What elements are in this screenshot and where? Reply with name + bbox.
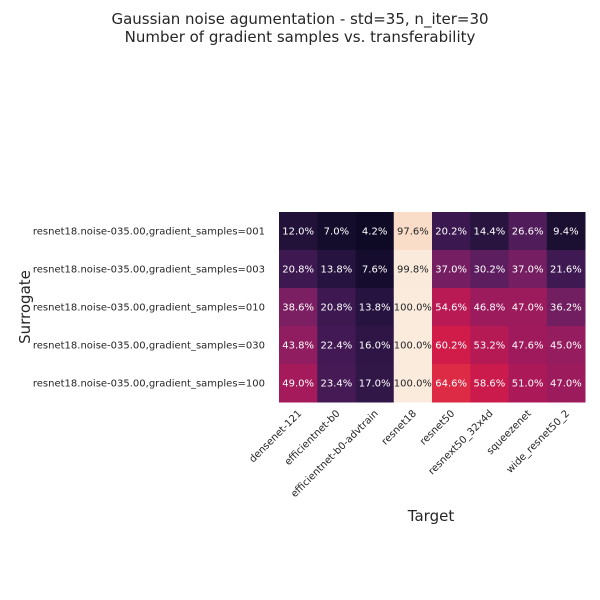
heatmap-cell [317, 364, 356, 403]
cell-value-label: 7.0% [324, 227, 349, 238]
cell-value-label: 20.2% [435, 227, 467, 238]
heatmap-cell [279, 326, 318, 365]
x-tick-labels: densenet-121efficientnet-b0efficientnet-… [247, 408, 572, 500]
cell-value-label: 23.4% [320, 379, 352, 390]
heatmap-cell [470, 288, 509, 327]
y-tick-labels: resnet18.noise-035.00,gradient_samples=0… [33, 227, 265, 390]
cell-value-label: 99.8% [397, 265, 429, 276]
cell-value-label: 20.8% [282, 265, 314, 276]
cell-value-label: 4.2% [362, 227, 387, 238]
heatmap-cell [317, 288, 356, 327]
cell-value-label: 100.0% [394, 379, 432, 390]
cell-value-label: 37.0% [512, 265, 544, 276]
heatmap-cell [393, 250, 433, 289]
heatmap-cell [432, 212, 471, 251]
heatmap-cell [317, 326, 356, 365]
cell-value-label: 14.4% [473, 227, 505, 238]
heatmap-cell [279, 288, 318, 327]
heatmap-cell [508, 250, 548, 289]
y-tick-label: resnet18.noise-035.00,gradient_samples=0… [33, 227, 265, 238]
heatmap-cell [355, 326, 395, 365]
heatmap-cell [470, 364, 509, 403]
cell-value-label: 46.8% [473, 303, 505, 314]
heatmap-cell-labels: 12.0% 7.0% 4.2% 97.6% 20.2% 14.4% 26.6% 9.4% 20.… [282, 227, 582, 390]
cell-value-label: 54.6% [435, 303, 467, 314]
heatmap-cell [470, 212, 509, 251]
cell-value-label: 16.0% [359, 341, 391, 352]
cell-value-label: 43.8% [282, 341, 314, 352]
heatmap-cell [470, 250, 509, 289]
heatmap-cell [355, 250, 395, 289]
y-tick-label: resnet18.noise-035.00,gradient_samples=0… [33, 303, 265, 314]
heatmap-cell [508, 364, 548, 403]
x-tick-label: resnet50 [418, 408, 457, 447]
chart-subtitle: Number of gradient samples vs. transfera… [125, 28, 476, 46]
cell-value-label: 20.8% [320, 303, 352, 314]
heatmap-cell [279, 364, 318, 403]
cell-value-label: 97.6% [397, 227, 429, 238]
heatmap-cell [432, 364, 471, 403]
cell-value-label: 26.6% [512, 227, 544, 238]
x-tick-label: resnext50_32x4d [427, 408, 496, 477]
cell-value-label: 100.0% [394, 303, 432, 314]
heatmap-cell [546, 250, 586, 289]
heatmap-cell [508, 212, 548, 251]
heatmap-cell [508, 288, 548, 327]
x-axis-label: Target [407, 507, 455, 525]
y-tick-label: resnet18.noise-035.00,gradient_samples=1… [33, 379, 265, 390]
heatmap-cell [279, 212, 318, 251]
cell-value-label: 9.4% [553, 227, 578, 238]
cell-value-label: 100.0% [394, 341, 432, 352]
cell-value-label: 49.0% [282, 379, 314, 390]
heatmap-cell [546, 288, 586, 327]
y-tick-label: resnet18.noise-035.00,gradient_samples=0… [33, 341, 265, 352]
x-tick-label: resnet18 [380, 408, 419, 447]
cell-value-label: 53.2% [473, 341, 505, 352]
heatmap-cell [432, 288, 471, 327]
heatmap-cell [508, 326, 548, 365]
heatmap-cell [546, 364, 586, 403]
heatmap-cell [279, 250, 318, 289]
heatmap-cell [546, 212, 586, 251]
heatmap-cell [355, 364, 395, 403]
cell-value-label: 37.0% [435, 265, 467, 276]
cell-value-label: 13.8% [320, 265, 352, 276]
cell-value-label: 47.0% [512, 303, 544, 314]
cell-value-label: 64.6% [435, 379, 467, 390]
heatmap-cell [546, 326, 586, 365]
cell-value-label: 47.0% [550, 379, 582, 390]
cell-value-label: 47.6% [512, 341, 544, 352]
cell-value-label: 38.6% [282, 303, 314, 314]
heatmap-cell [393, 212, 433, 251]
cell-value-label: 60.2% [435, 341, 467, 352]
cell-value-label: 13.8% [359, 303, 391, 314]
cell-value-label: 45.0% [550, 341, 582, 352]
heatmap-cells [279, 212, 586, 403]
heatmap-cell [470, 326, 509, 365]
heatmap-cell [317, 212, 356, 251]
heatmap-cell [432, 326, 471, 365]
cell-value-label: 17.0% [359, 379, 391, 390]
cell-value-label: 21.6% [550, 265, 582, 276]
cell-value-label: 7.6% [362, 265, 387, 276]
cell-value-label: 30.2% [473, 265, 505, 276]
heatmap-cell [355, 288, 395, 327]
y-axis-label: Surrogate [16, 270, 34, 344]
heatmap-cell [355, 212, 395, 251]
chart-title: Gaussian noise agumentation - std=35, n_… [111, 10, 488, 29]
cell-value-label: 51.0% [512, 379, 544, 390]
cell-value-label: 58.6% [473, 379, 505, 390]
y-tick-label: resnet18.noise-035.00,gradient_samples=0… [33, 265, 265, 276]
heatmap-cell [432, 250, 471, 289]
heatmap-cell [393, 288, 433, 327]
heatmap-cell [393, 326, 433, 365]
cell-value-label: 12.0% [282, 227, 314, 238]
cell-value-label: 36.2% [550, 303, 582, 314]
heatmap-cell [317, 250, 356, 289]
cell-value-label: 22.4% [320, 341, 352, 352]
heatmap-cell [393, 364, 433, 403]
